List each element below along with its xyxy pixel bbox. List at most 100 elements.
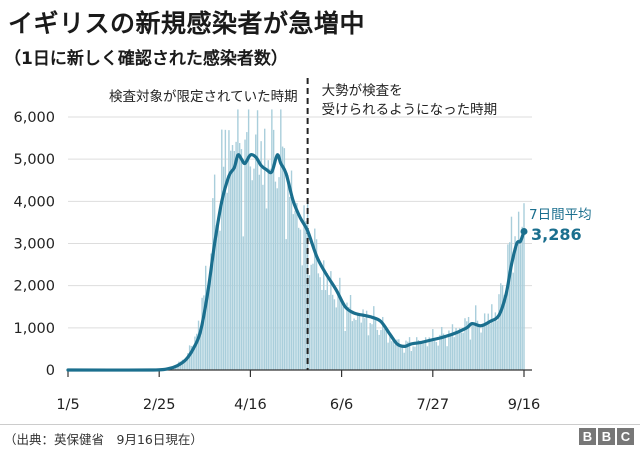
daily-case-bar	[507, 244, 509, 370]
daily-case-bar	[396, 339, 398, 370]
daily-case-bar	[199, 329, 202, 370]
daily-case-bar	[371, 324, 373, 370]
daily-case-bar	[369, 323, 371, 370]
daily-case-bar	[423, 343, 425, 370]
daily-case-bar	[492, 322, 495, 370]
daily-case-bar	[204, 265, 207, 370]
daily-case-bar	[487, 313, 489, 370]
daily-case-bar	[475, 305, 477, 370]
cases-chart: 0 1,000 2,000 3,000 4,000 5,000 6,000 1/5 2/25 4/…	[13, 78, 592, 413]
daily-case-bar	[412, 346, 414, 370]
daily-case-bar	[508, 242, 511, 370]
daily-case-bar	[437, 345, 439, 370]
daily-case-bar	[433, 340, 436, 370]
daily-case-bar	[233, 150, 236, 370]
daily-case-bar	[265, 208, 268, 370]
daily-case-bar	[213, 174, 216, 370]
daily-case-bar	[376, 329, 379, 370]
daily-case-bar	[258, 174, 261, 370]
daily-case-bar	[274, 181, 277, 370]
daily-case-bar	[398, 339, 400, 370]
daily-case-bar	[408, 337, 411, 370]
daily-case-bar	[383, 328, 386, 370]
daily-case-bar	[294, 210, 296, 370]
daily-case-bar	[399, 344, 402, 370]
daily-case-bar	[351, 321, 354, 370]
daily-case-bar	[228, 130, 230, 370]
average-value-label: 3,286	[531, 225, 582, 244]
daily-cases-bars	[158, 109, 525, 370]
y-tick-label: 5,000	[13, 152, 55, 168]
daily-case-bar	[390, 341, 393, 370]
daily-case-bar	[410, 351, 413, 370]
daily-case-bar	[373, 306, 375, 370]
daily-case-bar	[464, 318, 466, 370]
daily-case-bar	[414, 346, 416, 370]
daily-case-bar	[392, 337, 395, 370]
daily-case-bar	[407, 341, 409, 370]
daily-case-bar	[355, 319, 357, 370]
daily-case-bar	[514, 236, 516, 370]
daily-case-bar	[315, 239, 318, 370]
daily-case-bar	[296, 202, 298, 370]
daily-case-bar	[337, 294, 339, 370]
daily-case-bar	[505, 297, 507, 370]
daily-case-bar	[449, 333, 452, 370]
daily-case-bar	[326, 273, 328, 370]
daily-case-bar	[235, 141, 237, 370]
average-label: 7日間平均	[529, 207, 592, 223]
daily-case-bar	[428, 337, 430, 370]
daily-case-bar	[374, 319, 377, 370]
daily-case-bar	[512, 272, 514, 370]
daily-case-bar	[356, 314, 359, 370]
daily-case-bar	[516, 245, 518, 370]
daily-case-bar	[333, 299, 336, 370]
daily-case-bar	[503, 294, 506, 370]
daily-case-bar	[208, 275, 210, 370]
daily-case-bar	[192, 345, 194, 370]
daily-case-bar	[365, 310, 368, 370]
daily-case-bar	[317, 273, 320, 370]
daily-case-bar	[226, 192, 228, 370]
y-tick-label: 3,000	[13, 237, 55, 253]
y-tick-label: 1,000	[13, 321, 55, 337]
daily-case-bar	[249, 166, 252, 370]
daily-case-bar	[292, 214, 295, 370]
daily-case-bar	[421, 341, 423, 370]
daily-case-bar	[269, 168, 271, 370]
daily-case-bar	[471, 324, 473, 370]
daily-case-bar	[222, 166, 225, 370]
daily-case-bar	[432, 329, 434, 370]
daily-case-bar	[446, 346, 448, 370]
x-tick-label: 9/16	[508, 397, 541, 413]
daily-case-bar	[183, 363, 185, 370]
daily-case-bar	[196, 333, 198, 370]
seven-day-average-line	[66, 153, 526, 372]
daily-case-bar	[201, 297, 203, 370]
latest-average-point	[520, 227, 528, 235]
daily-case-bar	[253, 168, 255, 370]
daily-case-bar	[251, 180, 253, 370]
daily-case-bar	[349, 295, 352, 370]
daily-case-bar	[458, 328, 461, 370]
daily-case-bar	[278, 177, 280, 370]
daily-case-bar	[231, 145, 234, 370]
daily-case-bar	[441, 326, 443, 370]
daily-case-bar	[299, 229, 302, 370]
daily-case-bar	[224, 129, 227, 370]
daily-case-bar	[287, 175, 289, 370]
daily-case-bar	[496, 320, 498, 370]
daily-case-bar	[203, 295, 205, 370]
daily-case-bar	[435, 342, 438, 370]
daily-case-bar	[264, 128, 266, 370]
y-tick-label: 2,000	[13, 279, 55, 295]
daily-case-bar	[181, 359, 184, 370]
y-tick-label: 0	[46, 363, 55, 379]
daily-case-bar	[303, 205, 305, 370]
daily-case-bar	[473, 325, 475, 370]
left-period-annotation: 検査対象が限定されていた時期	[109, 89, 298, 105]
y-tick-label: 4,000	[13, 194, 55, 210]
daily-case-bar	[283, 148, 286, 370]
daily-case-bar	[290, 170, 293, 370]
daily-case-bar	[491, 304, 493, 370]
